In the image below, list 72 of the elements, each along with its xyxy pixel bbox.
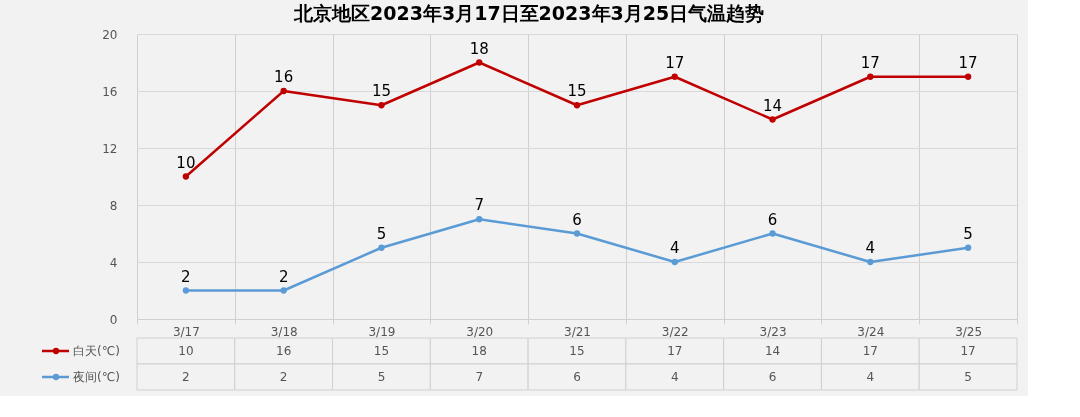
- data-label: 16: [274, 68, 294, 86]
- point: [182, 173, 190, 180]
- data-label: 2: [279, 370, 288, 384]
- data-label: 7: [475, 370, 484, 384]
- data-label: 10: [176, 153, 196, 172]
- data-label: 15: [373, 344, 390, 358]
- x-tick-label: 3/18: [270, 324, 298, 339]
- data-label: 17: [860, 53, 880, 72]
- point: [769, 116, 776, 123]
- y-tick-label: 4: [109, 255, 118, 270]
- data-label: 6: [768, 370, 777, 384]
- data-label: 5: [964, 370, 972, 384]
- data-label: 2: [278, 267, 289, 286]
- y-tick-label: 16: [102, 84, 118, 99]
- data-label: 15: [371, 82, 391, 101]
- point: [280, 87, 287, 95]
- data-label: 17: [862, 344, 878, 358]
- data-label: 5: [963, 224, 973, 243]
- data-label: 4: [866, 370, 875, 384]
- data-label: 4: [865, 239, 876, 257]
- data-label: 10: [178, 344, 194, 358]
- x-tick-label: 3/22: [661, 324, 689, 339]
- x-tick-label: 3/17: [172, 324, 200, 339]
- x-tick-label: 3/20: [466, 324, 494, 339]
- point: [769, 230, 776, 237]
- data-label: 17: [665, 53, 685, 72]
- data-label: 15: [569, 344, 585, 358]
- point: [182, 287, 190, 294]
- chart-title: 北京地区2023年3月17日至2023年3月25日气温趋势: [293, 2, 765, 24]
- data-label: 18: [469, 39, 489, 58]
- x-tick-label: 3/21: [564, 324, 591, 339]
- data-label: 14: [764, 344, 781, 358]
- data-label: 6: [767, 210, 778, 229]
- point: [964, 73, 972, 80]
- data-label: 4: [670, 239, 680, 257]
- data-label: 2: [181, 267, 191, 286]
- point: [476, 216, 483, 223]
- point: [964, 244, 972, 251]
- point: [867, 258, 874, 266]
- point: [280, 287, 287, 294]
- y-tick-label: 20: [102, 27, 118, 42]
- data-label: 7: [474, 196, 484, 215]
- data-label: 5: [376, 224, 387, 243]
- data-label: 16: [276, 344, 292, 358]
- data-label: 15: [567, 82, 587, 101]
- data-label: 4: [670, 370, 679, 384]
- data-label: 2: [182, 370, 190, 384]
- legend-label: 白天(℃): [73, 344, 120, 358]
- y-tick-label: 8: [109, 198, 118, 213]
- data-label: 17: [958, 53, 978, 72]
- data-label: 6: [572, 210, 582, 229]
- x-tick-label: 3/23: [759, 324, 787, 339]
- data-label: 6: [573, 370, 581, 384]
- point: [671, 258, 678, 266]
- point: [671, 73, 678, 80]
- point: [573, 230, 581, 237]
- x-tick-label: 3/19: [368, 324, 396, 339]
- point: [378, 244, 385, 251]
- y-tick-label: 12: [102, 141, 118, 156]
- point: [476, 59, 483, 66]
- x-tick-label: 3/24: [857, 324, 885, 339]
- point: [573, 102, 581, 109]
- x-tick-label: 3/25: [955, 324, 983, 339]
- point: [867, 73, 874, 80]
- data-label: 18: [471, 344, 487, 358]
- data-label: 17: [960, 344, 976, 358]
- point: [378, 102, 385, 109]
- legend-label: 夜间(℃): [73, 370, 120, 384]
- y-tick-label: 0: [109, 312, 118, 327]
- data-label: 5: [377, 370, 386, 384]
- data-label: 14: [763, 96, 783, 115]
- data-label: 17: [667, 344, 683, 358]
